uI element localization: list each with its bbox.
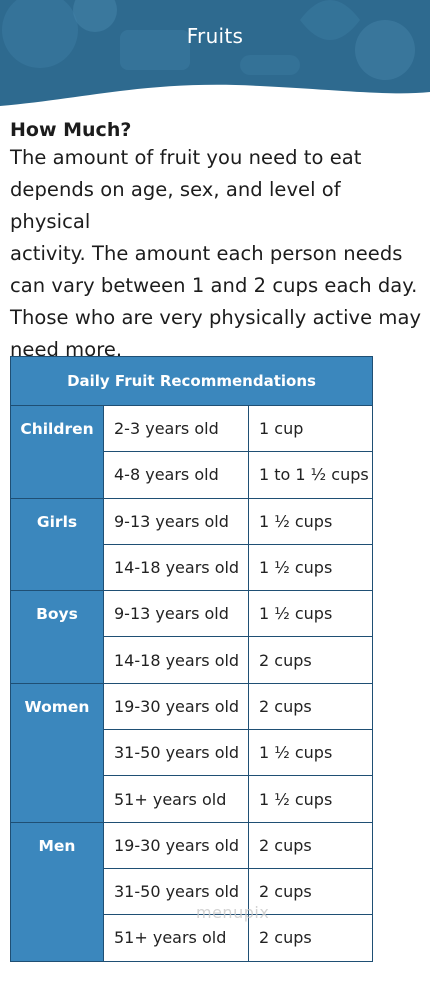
group-label-women: Women [10, 682, 104, 823]
table-row: 51+ years old 2 cups [11, 914, 374, 962]
amount-cell: 1 cup [247, 404, 374, 453]
group-label-boys: Boys [10, 590, 104, 684]
amount-cell: 2 cups [247, 867, 374, 916]
age-cell: 31-50 years old [103, 729, 249, 777]
table-row: Women 19-30 years old 2 cups [10, 682, 374, 823]
amount-cell: 1 to 1 ½ cups [247, 451, 374, 499]
table-row: Children 2-3 years old 1 cup [10, 404, 374, 499]
amount-cell: 1 ½ cups [247, 543, 374, 592]
amount-cell: 1 ½ cups [247, 729, 374, 777]
header-wave-divider [0, 84, 430, 120]
group-label-men: Men [10, 821, 104, 962]
age-cell: 2-3 years old [103, 404, 249, 453]
paragraph-line: Those who are very physically active may [10, 306, 422, 329]
paragraph-line: depends on age, sex, and level of physic… [10, 178, 341, 233]
age-cell: 14-18 years old [103, 636, 249, 684]
amount-cell: 2 cups [247, 636, 374, 684]
page-title: Fruits [186, 24, 244, 48]
age-cell: 51+ years old [103, 775, 249, 823]
amount-cell: 1 ½ cups [247, 497, 374, 545]
group-label-children: Children [10, 405, 104, 499]
age-cell: 4-8 years old [103, 451, 249, 499]
table-row: Boys 9-13 years old 1 ½ cups [10, 590, 374, 684]
watermark: menupix [196, 903, 270, 922]
section-heading: How Much? [10, 119, 132, 141]
age-cell: 14-18 years old [103, 543, 249, 592]
amount-cell: 1 ½ cups [247, 590, 374, 638]
age-cell: 9-13 years old [103, 590, 249, 638]
paragraph-line: The amount of fruit you need to eat [10, 146, 362, 169]
table-row: Men 19-30 years old 2 cups [10, 821, 374, 962]
table-row: 14-18 years old 2 cups [11, 636, 374, 684]
amount-cell: 2 cups [247, 914, 374, 962]
table-row: 51+ years old 1 ½ cups [11, 775, 374, 823]
paragraph-line: activity. The amount each person needs [10, 242, 403, 265]
age-cell: 19-30 years old [103, 821, 249, 869]
fruit-recommendations-table: Daily Fruit Recommendations Children 2-3… [9, 356, 374, 962]
info-section: How Much? The amount of fruit you need t… [10, 118, 424, 366]
table-row: 31-50 years old 2 cups [11, 867, 374, 916]
amount-cell: 2 cups [247, 821, 374, 869]
table-row: 14-18 years old 1 ½ cups [11, 543, 374, 592]
group-label-girls: Girls [10, 497, 104, 592]
page-header: Fruits [0, 0, 430, 120]
age-cell: 31-50 years old [103, 867, 249, 916]
amount-cell: 2 cups [247, 682, 374, 731]
fruit-illustration-background [2, 0, 415, 80]
table-title: Daily Fruit Recommendations [9, 356, 374, 406]
age-cell: 19-30 years old [103, 682, 249, 731]
amount-cell: 1 ½ cups [247, 775, 374, 823]
table-row: 31-50 years old 1 ½ cups [11, 729, 374, 777]
section-paragraph: The amount of fruit you need to eat depe… [10, 142, 424, 366]
paragraph-line: can vary between 1 and 2 cups each day. [10, 274, 418, 297]
paragraph-line: need more. [10, 338, 123, 361]
table-row: Girls 9-13 years old 1 ½ cups [10, 497, 374, 592]
age-cell: 9-13 years old [103, 497, 249, 545]
